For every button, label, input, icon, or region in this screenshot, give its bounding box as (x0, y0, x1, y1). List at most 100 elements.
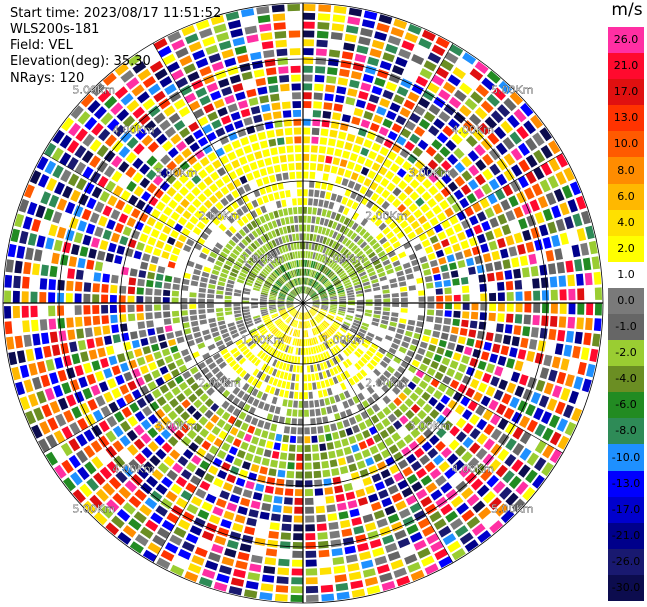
range-gate-cell (246, 153, 255, 162)
range-gate-cell (573, 376, 584, 390)
range-gate-cell (473, 463, 486, 476)
range-gate-cell (153, 351, 162, 360)
range-gate-cell (335, 176, 343, 185)
range-gate-cell (331, 221, 338, 230)
range-gate-cell (147, 236, 157, 246)
range-gate-cell (220, 328, 228, 335)
range-gate-cell (139, 163, 150, 175)
range-gate-cell (328, 290, 336, 295)
range-gate-cell (137, 321, 146, 330)
range-gate-cell (274, 228, 281, 237)
range-gate-cell (428, 396, 438, 407)
range-gate-cell (404, 141, 415, 152)
range-gate-cell (167, 362, 177, 371)
range-gate-cell (398, 251, 407, 259)
range-gate-cell (259, 511, 270, 520)
range-gate-cell (404, 370, 414, 380)
range-gate-cell (213, 98, 225, 109)
range-gate-cell (105, 252, 114, 263)
range-gate-cell (594, 287, 602, 300)
range-gate-cell (359, 551, 372, 561)
range-gate-cell (354, 414, 363, 423)
range-gate-cell (580, 210, 591, 225)
range-gate-cell (435, 402, 445, 412)
range-gate-cell (168, 112, 181, 124)
range-gate-cell (344, 281, 352, 287)
range-gate-cell (273, 164, 281, 173)
range-gate-cell (339, 392, 346, 401)
range-gate-cell (496, 323, 504, 333)
range-gate-cell (251, 254, 259, 261)
range-gate-cell (386, 182, 396, 192)
range-gate-cell (482, 490, 496, 504)
range-gate-cell (207, 294, 215, 299)
range-gate-cell (136, 397, 147, 409)
range-gate-cell (210, 206, 219, 215)
range-gate-cell (289, 444, 296, 452)
range-gate-cell (33, 407, 45, 421)
range-gate-cell (120, 362, 130, 373)
range-gate-cell (262, 316, 270, 321)
range-gate-cell (268, 336, 275, 344)
range-gate-cell (329, 308, 337, 312)
range-gate-cell (264, 281, 272, 287)
range-gate-cell (105, 430, 117, 443)
range-gate-cell (45, 451, 58, 466)
range-gate-cell (335, 233, 342, 241)
range-gate-cell (259, 225, 266, 234)
range-gate-cell (312, 304, 320, 306)
range-gate-cell (435, 67, 449, 79)
range-gate-cell (110, 284, 118, 294)
range-gate-cell (299, 277, 301, 285)
range-gate-cell (289, 252, 294, 260)
range-gate-cell (523, 120, 536, 135)
range-gate-cell (464, 206, 475, 217)
range-gate-cell (348, 463, 358, 472)
range-gate-cell (375, 246, 383, 254)
range-gate-cell (466, 493, 480, 507)
range-gate-cell (471, 303, 479, 311)
range-gate-cell (385, 170, 395, 180)
range-gate-cell (400, 128, 412, 139)
range-gate-cell (481, 183, 492, 195)
range-gate-cell (568, 230, 578, 244)
colorbar-unit: m/s (611, 0, 643, 20)
range-gate-cell (422, 132, 434, 144)
range-gate-cell (500, 248, 509, 259)
range-gate-cell (321, 297, 329, 300)
range-gate-cell (291, 418, 297, 426)
range-gate-cell (352, 339, 360, 347)
range-gate-cell (226, 404, 236, 414)
range-gate-cell (28, 393, 39, 407)
range-gate-cell (585, 225, 595, 240)
range-gate-cell (317, 287, 324, 292)
range-gate-cell (220, 519, 232, 529)
range-gate-cell (315, 272, 320, 280)
range-gate-cell (319, 190, 326, 199)
range-gate-cell (304, 462, 312, 470)
range-gate-cell (318, 434, 325, 443)
range-gate-cell (271, 327, 278, 334)
range-gate-cell (298, 286, 301, 294)
range-gate-cell (198, 416, 208, 426)
range-gate-cell (300, 277, 302, 285)
range-gate-cell (317, 226, 323, 234)
range-gate-cell (533, 149, 546, 164)
range-gate-cell (334, 242, 341, 250)
range-gate-cell (52, 211, 63, 224)
range-gate-cell (260, 309, 268, 312)
range-gate-cell (324, 397, 331, 406)
range-gate-cell (332, 231, 338, 239)
range-gate-cell (70, 244, 80, 256)
range-gate-cell (253, 317, 261, 322)
range-gate-cell (172, 247, 181, 256)
range-gate-cell (366, 407, 375, 417)
range-gate-cell (343, 321, 351, 327)
range-gate-cell (310, 418, 316, 426)
range-gate-cell (372, 355, 381, 363)
range-gate-cell (252, 290, 260, 294)
range-gate-cell (425, 210, 435, 220)
range-gate-cell (105, 345, 115, 356)
range-gate-cell (571, 244, 581, 258)
range-gate-cell (488, 240, 498, 251)
